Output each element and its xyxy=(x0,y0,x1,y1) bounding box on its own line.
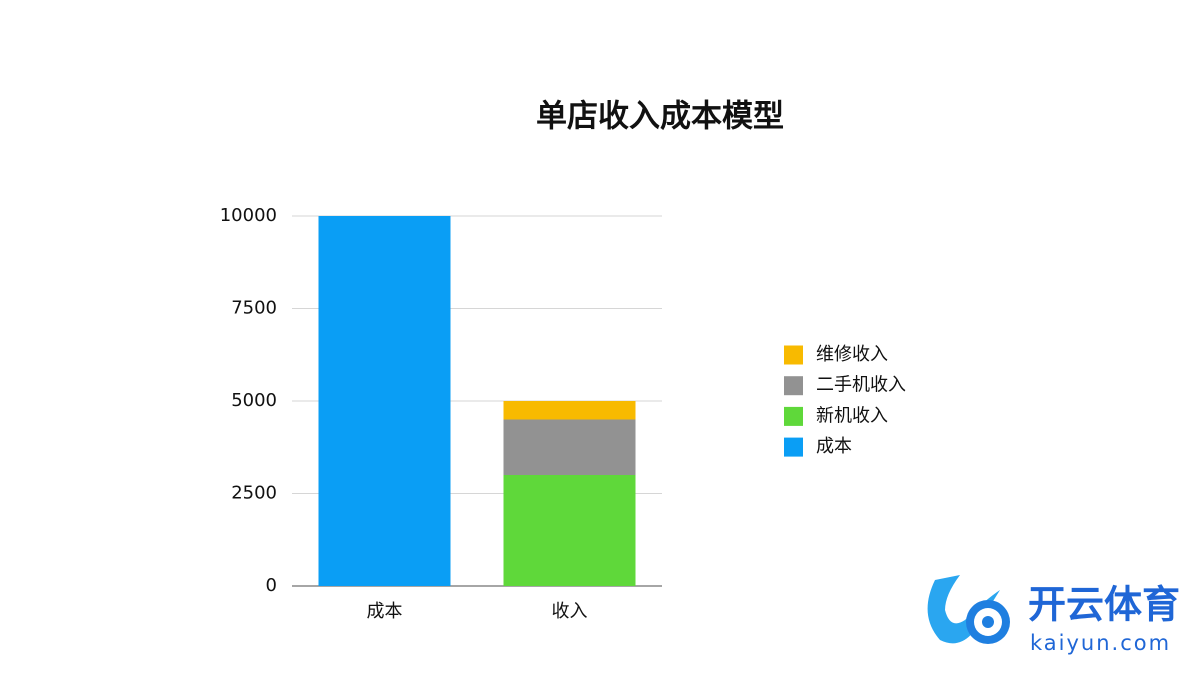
legend-swatch xyxy=(784,345,803,365)
x-tick-label: 成本 xyxy=(367,601,403,622)
bar-segment xyxy=(503,401,636,420)
legend-swatch xyxy=(784,406,803,426)
watermark-brand: 开云体育 xyxy=(1028,583,1180,627)
y-tick-label: 2500 xyxy=(231,483,277,504)
legend-label: 成本 xyxy=(816,436,852,457)
watermark-site: kaiyun.com xyxy=(1030,631,1171,655)
watermark-logo xyxy=(927,575,1010,644)
legend-swatch xyxy=(784,437,803,457)
chart-title: 单店收入成本模型 xyxy=(536,99,784,135)
legend-label: 二手机收入 xyxy=(816,375,906,396)
bar-segment xyxy=(318,216,451,586)
x-tick-label: 收入 xyxy=(552,601,588,622)
legend-label: 新机收入 xyxy=(816,405,888,426)
bar-segment xyxy=(503,419,636,475)
bar-segment xyxy=(503,475,636,586)
y-tick-label: 7500 xyxy=(231,298,277,319)
legend-swatch xyxy=(784,376,803,396)
y-tick-label: 0 xyxy=(266,575,277,596)
y-tick-label: 10000 xyxy=(220,205,277,226)
y-tick-label: 5000 xyxy=(231,390,277,411)
legend-label: 维修收入 xyxy=(816,344,888,365)
